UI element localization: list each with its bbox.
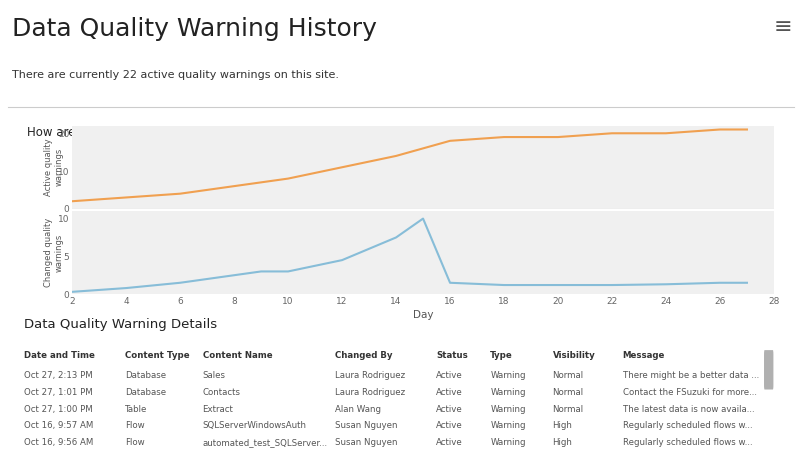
Text: Type: Type (490, 351, 513, 360)
Text: Regularly scheduled flows w...: Regularly scheduled flows w... (622, 421, 752, 431)
Y-axis label: Active quality
warnings: Active quality warnings (44, 138, 63, 196)
Text: There might be a better data ...: There might be a better data ... (622, 371, 759, 380)
Text: Active: Active (436, 438, 463, 447)
Text: Laura Rodriguez: Laura Rodriguez (334, 388, 405, 397)
Text: How are data quality warnings being used?: How are data quality warnings being used… (27, 127, 284, 139)
Text: Warning: Warning (490, 438, 526, 447)
Text: Message: Message (622, 351, 665, 360)
Text: High: High (553, 438, 573, 447)
Text: Susan Nguyen: Susan Nguyen (334, 438, 397, 447)
Text: Contact the FSuzuki for more...: Contact the FSuzuki for more... (622, 388, 756, 397)
Text: Normal: Normal (553, 371, 584, 380)
Text: Oct 16, 9:57 AM: Oct 16, 9:57 AM (23, 421, 93, 431)
Text: Content Name: Content Name (202, 351, 272, 360)
Text: Regularly scheduled flows w...: Regularly scheduled flows w... (622, 438, 752, 447)
Text: High: High (553, 421, 573, 431)
Text: Active: Active (436, 371, 463, 380)
Text: Sales: Sales (202, 371, 225, 380)
Text: Warning: Warning (490, 371, 526, 380)
Text: Active: Active (436, 388, 463, 397)
Text: Extract: Extract (202, 405, 233, 414)
Text: automated_test_SQLServer...: automated_test_SQLServer... (202, 438, 328, 447)
Text: Database: Database (125, 371, 166, 380)
Text: Oct 27, 1:01 PM: Oct 27, 1:01 PM (23, 388, 92, 397)
Text: (click to filter): (click to filter) (362, 127, 444, 136)
Y-axis label: Changed quality
warnings: Changed quality warnings (44, 218, 63, 287)
Text: Normal: Normal (553, 405, 584, 414)
Text: Warning: Warning (490, 405, 526, 414)
Text: Flow: Flow (125, 421, 144, 431)
Text: Oct 27, 2:13 PM: Oct 27, 2:13 PM (23, 371, 92, 380)
Text: Content Type: Content Type (125, 351, 189, 360)
Text: Changed By: Changed By (334, 351, 392, 360)
Text: ≡: ≡ (774, 17, 792, 37)
Text: Status: Status (436, 351, 468, 360)
Text: Visibility: Visibility (553, 351, 595, 360)
X-axis label: Day: Day (413, 310, 433, 320)
Text: Active: Active (436, 405, 463, 414)
Text: Susan Nguyen: Susan Nguyen (334, 421, 397, 431)
Text: SQLServerWindowsAuth: SQLServerWindowsAuth (202, 421, 306, 431)
Text: Oct 27, 1:00 PM: Oct 27, 1:00 PM (23, 405, 92, 414)
Text: The latest data is now availa...: The latest data is now availa... (622, 405, 754, 414)
Text: Data Quality Warning Details: Data Quality Warning Details (23, 318, 217, 331)
Text: Active: Active (436, 421, 463, 431)
Text: Warning: Warning (490, 388, 526, 397)
Text: Table: Table (125, 405, 147, 414)
Text: Laura Rodriguez: Laura Rodriguez (334, 371, 405, 380)
Text: Contacts: Contacts (202, 388, 241, 397)
Text: Normal: Normal (553, 388, 584, 397)
Text: Database: Database (125, 388, 166, 397)
Text: Data Quality Warning History: Data Quality Warning History (12, 17, 377, 41)
Text: Date and Time: Date and Time (23, 351, 95, 360)
FancyBboxPatch shape (764, 350, 773, 389)
Text: Warning: Warning (490, 421, 526, 431)
Text: Flow: Flow (125, 438, 144, 447)
Text: Oct 16, 9:56 AM: Oct 16, 9:56 AM (23, 438, 93, 447)
Text: There are currently 22 active quality warnings on this site.: There are currently 22 active quality wa… (12, 70, 339, 79)
Text: Alan Wang: Alan Wang (334, 405, 381, 414)
